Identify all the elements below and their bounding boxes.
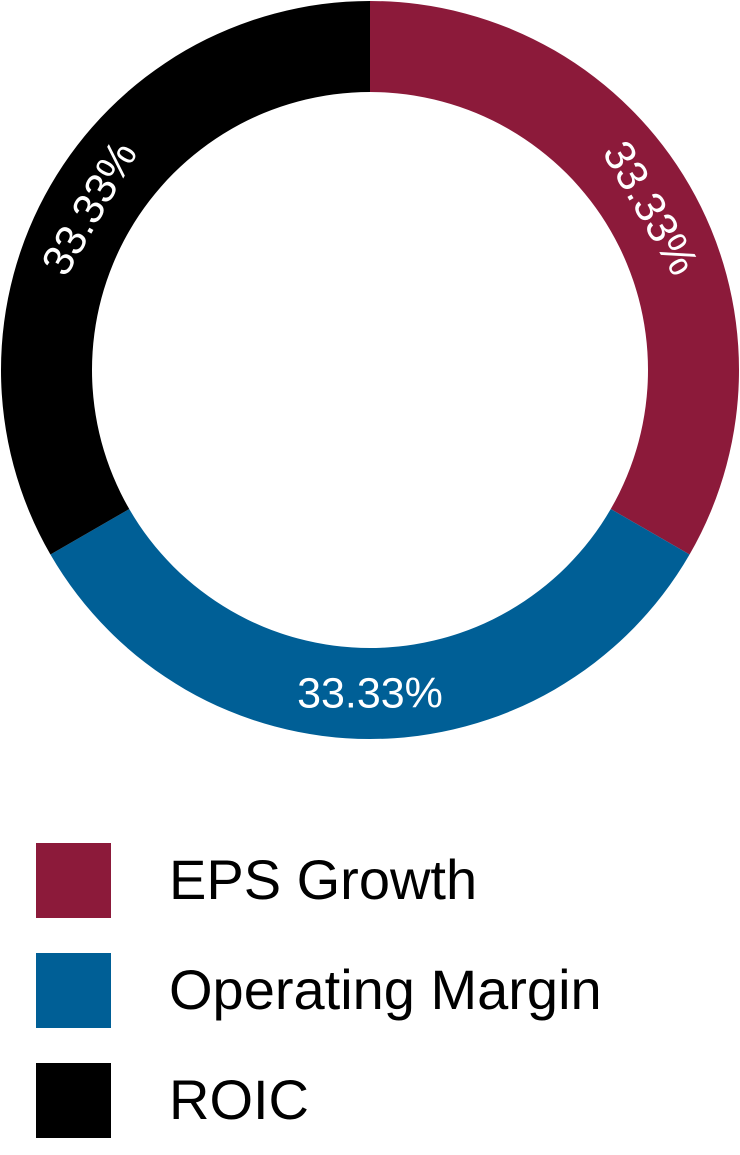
legend-item-eps-growth: EPS Growth	[36, 825, 736, 935]
slice-roic	[0, 1, 370, 555]
legend-label-roic: ROIC	[169, 1068, 309, 1131]
legend-swatch-eps-growth	[36, 842, 111, 918]
slice-operating-margin	[50, 509, 690, 739]
legend: EPS Growth Operating Margin ROIC	[36, 825, 736, 1155]
legend-item-operating-margin: Operating Margin	[36, 935, 736, 1045]
legend-swatch-roic	[36, 1062, 111, 1138]
legend-label-operating-margin: Operating Margin	[169, 958, 602, 1021]
data-label-operating-margin: 33.33%	[297, 670, 443, 718]
legend-item-roic: ROIC	[36, 1045, 736, 1155]
slice-eps-growth	[370, 1, 740, 555]
legend-label-eps-growth: EPS Growth	[169, 848, 478, 911]
donut-chart: 33.33%33.33%33.33%	[0, 1, 740, 739]
legend-swatch-operating-margin	[36, 952, 111, 1028]
